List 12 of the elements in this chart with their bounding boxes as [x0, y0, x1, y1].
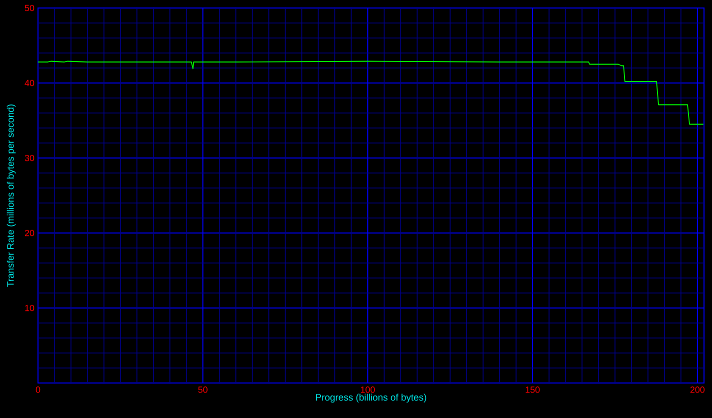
- x-tick-label: 100: [360, 386, 375, 393]
- y-tick-label: 30: [24, 154, 34, 162]
- x-tick-label: 50: [198, 386, 208, 393]
- y-tick-label: 20: [24, 230, 34, 236]
- y-tick-label: 10: [25, 304, 34, 312]
- y-tick-label: 50: [24, 4, 34, 12]
- x-axis-title: Progress (billions of bytes): [316, 394, 426, 403]
- y-tick-label: 40: [24, 80, 34, 86]
- x-tick-label: 150: [526, 386, 540, 393]
- x-tick-label: 200: [690, 386, 705, 393]
- x-tick-label: 0: [36, 386, 40, 393]
- y-axis-title: Transfer Rate (millions of bytes per second): [6, 104, 16, 287]
